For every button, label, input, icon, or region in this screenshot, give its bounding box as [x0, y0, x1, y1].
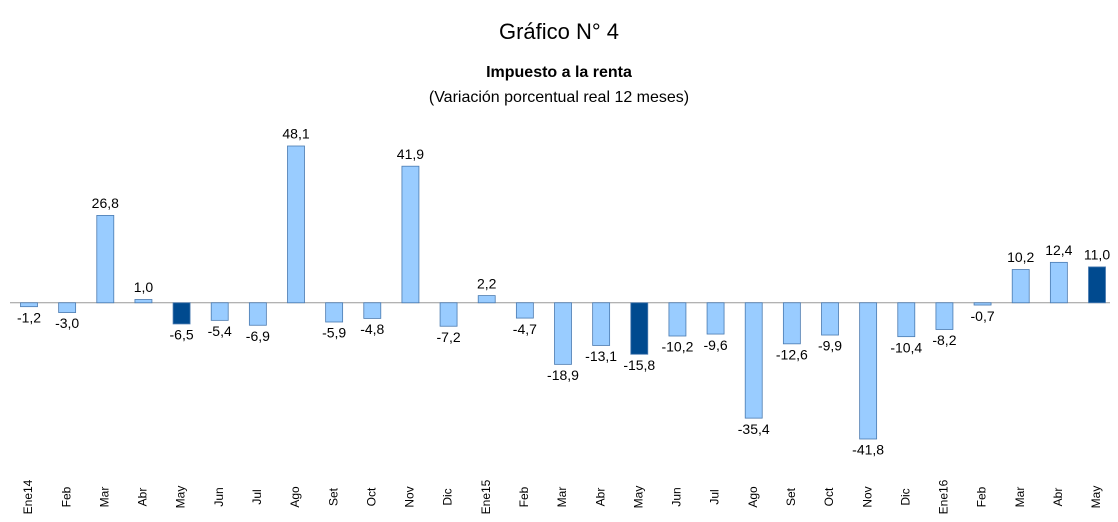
data-label: -3,0	[55, 315, 79, 331]
bar	[897, 302, 916, 338]
bar	[325, 302, 344, 323]
bar	[248, 302, 267, 326]
bar	[20, 302, 38, 308]
x-tick-label: Ago	[746, 486, 760, 508]
bar	[668, 302, 687, 337]
data-label: 11,0	[1084, 247, 1110, 263]
x-tick-label: Nov	[860, 486, 874, 507]
bar	[821, 302, 839, 336]
x-tick-label: Jul	[708, 489, 722, 504]
x-tick-label: Mar	[555, 487, 569, 508]
bar	[554, 302, 572, 365]
bar	[744, 302, 763, 419]
bar	[706, 302, 725, 335]
x-tick-label: Jun	[670, 487, 684, 506]
data-label: -35,4	[738, 421, 770, 437]
bar	[58, 302, 77, 313]
bar	[782, 302, 801, 345]
bar	[401, 165, 420, 304]
data-label: -41,8	[852, 442, 884, 458]
data-label: 1,0	[134, 279, 154, 295]
x-tick-label: Abr	[136, 488, 150, 507]
x-tick-label: Mar	[1013, 487, 1027, 508]
bar	[210, 302, 229, 321]
x-tick-label: Dic	[441, 488, 455, 505]
x-tick-label: Ene14	[21, 479, 35, 514]
x-tick-label: Abr	[1051, 488, 1065, 507]
data-label: -0,7	[971, 308, 995, 324]
x-tick-label: Jul	[250, 489, 264, 504]
data-label: -5,4	[208, 323, 232, 339]
bar	[859, 302, 878, 440]
data-label: 26,8	[92, 195, 119, 211]
x-tick-label: Feb	[975, 486, 989, 507]
x-tick-label: May	[631, 486, 645, 509]
data-label: 2,2	[477, 275, 497, 291]
bar	[1088, 266, 1106, 304]
chart-note: (Variación porcentual real 12 meses)	[429, 89, 689, 106]
x-tick-label: Nov	[403, 486, 417, 507]
data-label: -4,8	[360, 321, 384, 337]
x-tick-label: Jun	[212, 487, 226, 506]
data-label: -6,5	[170, 327, 194, 343]
data-label: -15,8	[623, 357, 655, 373]
bar	[1011, 269, 1030, 304]
data-label: -10,2	[661, 339, 693, 355]
bar	[96, 215, 115, 304]
bar	[172, 302, 191, 325]
bar	[439, 302, 458, 327]
data-label: -4,7	[513, 321, 537, 337]
chart-subtitle: Impuesto a la renta	[486, 64, 632, 81]
bar	[630, 302, 649, 355]
x-tick-label: Set	[784, 487, 798, 506]
bar	[1049, 261, 1068, 304]
data-label: 41,9	[397, 146, 424, 162]
data-label: -6,9	[246, 328, 270, 344]
x-tick-label: Mar	[97, 487, 111, 508]
bar	[477, 295, 496, 304]
x-tick-label: Ene16	[937, 479, 951, 514]
bar	[287, 145, 305, 304]
x-tick-label: Feb	[59, 486, 73, 507]
data-label: -13,1	[585, 348, 617, 364]
x-tick-label: Ene15	[479, 479, 493, 514]
data-label: -18,9	[547, 367, 579, 383]
bar	[134, 299, 153, 304]
bar	[592, 302, 611, 346]
x-tick-label: Abr	[593, 488, 607, 507]
data-label: -9,6	[704, 337, 728, 353]
x-tick-label: Set	[326, 487, 340, 506]
bar	[515, 302, 534, 319]
bar	[935, 302, 954, 330]
data-label: -7,2	[437, 329, 461, 345]
data-label: 12,4	[1045, 242, 1072, 258]
bar	[363, 302, 382, 319]
x-tick-label: Oct	[822, 487, 836, 506]
data-label: 48,1	[282, 126, 309, 142]
bar	[973, 302, 992, 306]
x-tick-label: May	[1089, 486, 1103, 509]
chart-title: Gráfico N° 4	[499, 19, 619, 44]
x-tick-label: Dic	[898, 488, 912, 505]
data-label: -12,6	[776, 347, 808, 363]
x-tick-label: May	[174, 486, 188, 509]
data-label: 10,2	[1007, 249, 1034, 265]
data-label: -1,2	[17, 309, 41, 325]
x-tick-label: Oct	[364, 487, 378, 506]
x-tick-label: Feb	[517, 486, 531, 507]
data-label: -5,9	[322, 325, 346, 341]
data-label: -8,2	[932, 332, 956, 348]
data-label: -10,4	[890, 339, 922, 355]
data-label: -9,9	[818, 338, 842, 354]
x-tick-label: Ago	[288, 486, 302, 508]
